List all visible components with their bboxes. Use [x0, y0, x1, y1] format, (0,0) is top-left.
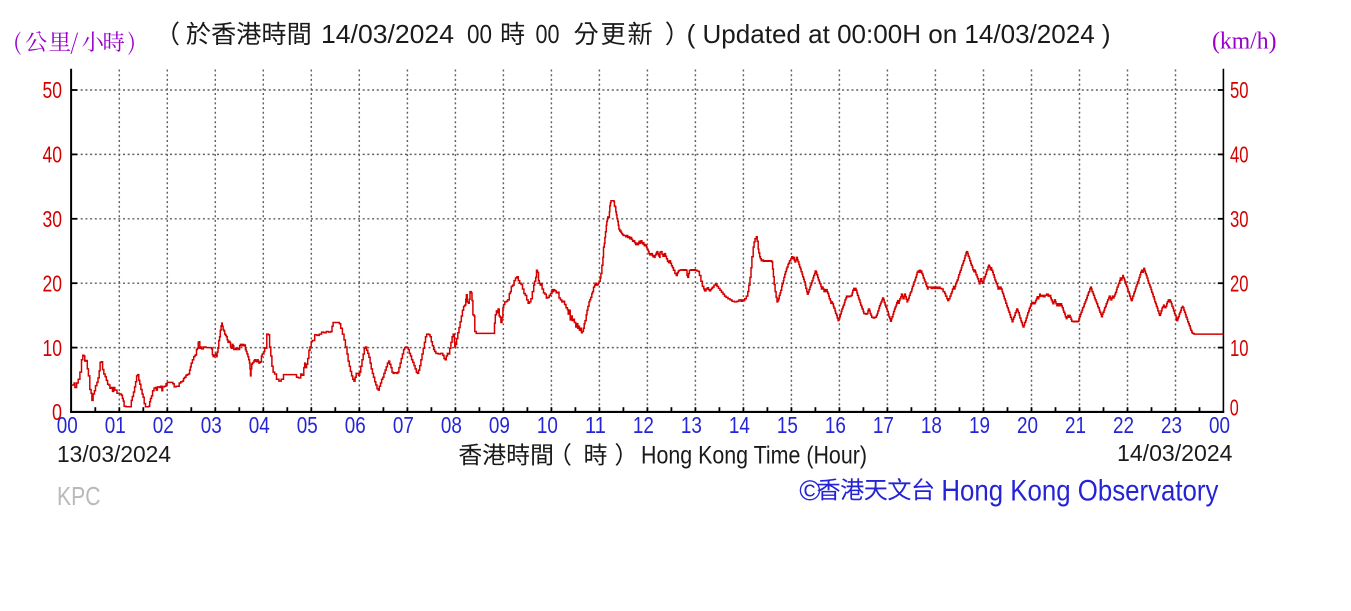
- svg-text:14/03/2024: 14/03/2024: [1117, 440, 1233, 466]
- svg-text:12: 12: [633, 412, 654, 438]
- svg-text:00: 00: [467, 19, 492, 49]
- svg-text:13: 13: [681, 412, 702, 438]
- svg-text:(km/h): (km/h): [1212, 29, 1277, 55]
- svg-text:23: 23: [1161, 412, 1182, 438]
- svg-text:KPC: KPC: [57, 483, 101, 511]
- svg-text:07: 07: [393, 412, 414, 438]
- svg-text:13/03/2024: 13/03/2024: [57, 441, 171, 467]
- svg-text:06: 06: [345, 412, 366, 438]
- svg-text:Hong Kong Observatory: Hong Kong Observatory: [941, 475, 1218, 508]
- svg-text:30: 30: [1230, 206, 1249, 232]
- svg-text:Hong Kong Time (Hour): Hong Kong Time (Hour): [641, 442, 867, 470]
- svg-text:14: 14: [729, 412, 750, 438]
- svg-text:22: 22: [1113, 412, 1134, 438]
- svg-text:04: 04: [249, 412, 270, 438]
- svg-text:17: 17: [873, 412, 894, 438]
- svg-text:0: 0: [52, 399, 62, 425]
- svg-text:20: 20: [1230, 270, 1249, 296]
- svg-text:10: 10: [537, 412, 558, 438]
- svg-text:16: 16: [825, 412, 846, 438]
- svg-text:10: 10: [1230, 335, 1249, 361]
- svg-text:10: 10: [43, 335, 63, 361]
- svg-text:15: 15: [777, 412, 798, 438]
- svg-text:00: 00: [536, 19, 560, 49]
- svg-text:0: 0: [1230, 395, 1239, 421]
- svg-text:40: 40: [1230, 142, 1249, 168]
- svg-text:50: 50: [43, 77, 63, 103]
- svg-text:19: 19: [969, 412, 990, 438]
- svg-text:18: 18: [921, 412, 942, 438]
- svg-text:03: 03: [201, 412, 222, 438]
- svg-text:14/03/2024: 14/03/2024: [321, 19, 454, 49]
- svg-text:50: 50: [1230, 77, 1249, 103]
- svg-text:00: 00: [57, 412, 78, 438]
- svg-text:40: 40: [43, 142, 63, 168]
- svg-text:08: 08: [441, 412, 462, 438]
- svg-text:20: 20: [1017, 412, 1038, 438]
- svg-text:09: 09: [489, 412, 510, 438]
- svg-text:00: 00: [1209, 412, 1230, 438]
- svg-text:11: 11: [585, 412, 606, 438]
- svg-text:( Updated at 00:00H on 14/03/2: ( Updated at 00:00H on 14/03/2024 ): [687, 19, 1111, 49]
- svg-text:05: 05: [297, 412, 318, 438]
- svg-text:©: ©: [799, 476, 820, 508]
- svg-text:02: 02: [153, 412, 174, 438]
- svg-text:20: 20: [43, 270, 63, 296]
- svg-text:21: 21: [1065, 412, 1086, 438]
- svg-text:30: 30: [43, 206, 63, 232]
- svg-text:01: 01: [105, 412, 126, 438]
